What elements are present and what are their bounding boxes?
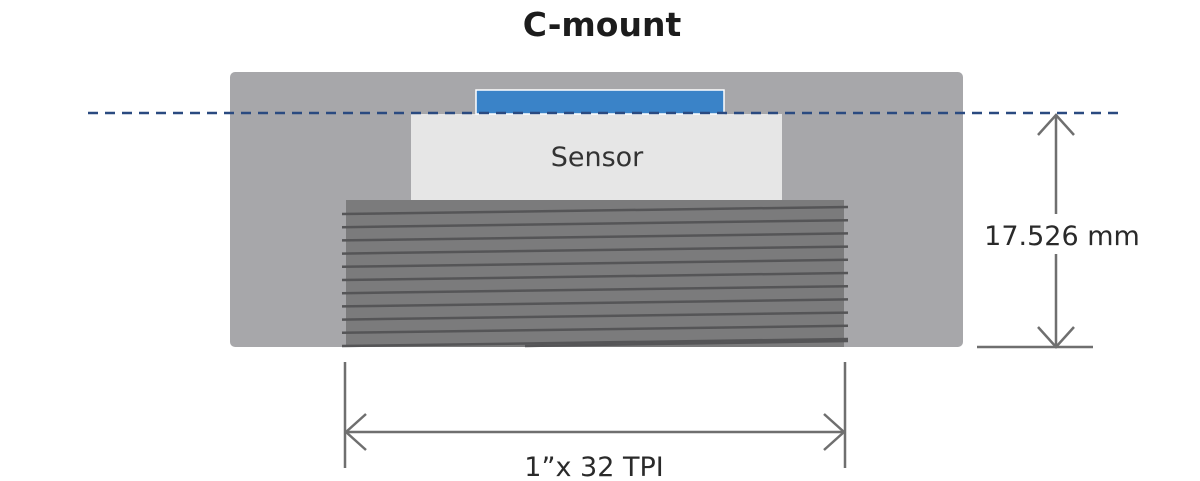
flange-label-backdrop	[985, 214, 1143, 254]
thread-line	[341, 258, 849, 269]
arrow-down-icon	[1037, 326, 1075, 349]
thread-line	[341, 284, 849, 295]
thread-spec-label: 1”x 32 TPI	[524, 452, 663, 481]
thread-line	[341, 298, 849, 308]
thread-lines	[341, 205, 849, 348]
thread-line	[341, 205, 849, 216]
thread-section	[341, 200, 849, 348]
thread-line	[341, 232, 849, 242]
arrow-up-icon	[1037, 113, 1075, 136]
thread-line	[341, 324, 849, 335]
flange-distance-label: 17.526 mm	[984, 221, 1140, 252]
thread-line	[524, 339, 849, 348]
flange-distance-dimension	[977, 113, 1093, 349]
sensor-label: Sensor	[551, 142, 644, 173]
thread-line	[341, 271, 849, 282]
thread-line	[341, 218, 849, 229]
diagram-title: C-mount	[523, 5, 682, 44]
thread-width-dimension	[343, 362, 847, 468]
sensor-body	[411, 114, 782, 200]
thread-line	[341, 311, 849, 321]
arrow-right-icon	[823, 413, 846, 451]
sensor-cover-glass	[475, 89, 725, 115]
thread-line	[341, 245, 849, 255]
thread-line	[341, 337, 849, 348]
arrow-left-icon	[344, 413, 367, 451]
